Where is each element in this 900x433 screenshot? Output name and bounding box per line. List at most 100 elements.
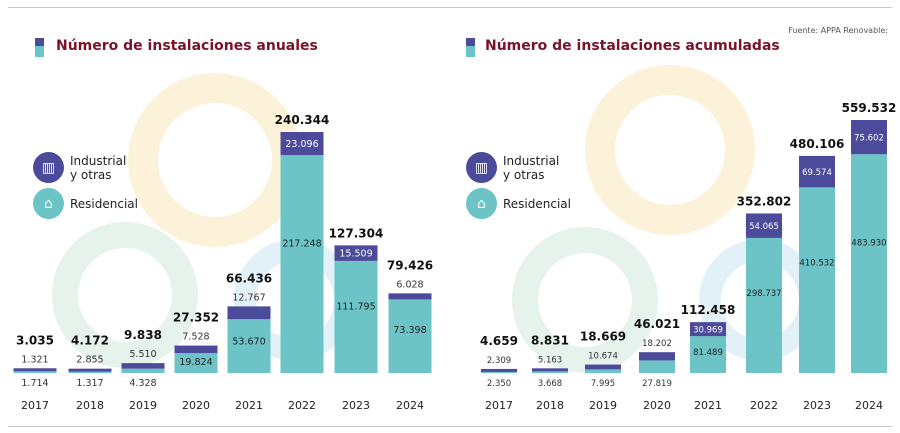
x-tick-label: 2019 [589, 399, 617, 412]
x-tick-label: 2023 [342, 399, 370, 412]
bar-industrial [121, 363, 165, 369]
factory-icon: ▥ [466, 152, 497, 183]
bar-industrial [334, 245, 378, 261]
bar-residential [746, 237, 782, 373]
bar-industrial [227, 306, 271, 320]
x-tick-label: 2024 [855, 399, 883, 412]
bar-residential [121, 368, 165, 373]
x-tick-label: 2017 [485, 399, 513, 412]
x-tick-label: 2021 [235, 399, 263, 412]
bar-industrial [746, 213, 782, 238]
title-marker [466, 38, 475, 57]
label-residential: 2.350 [487, 379, 511, 389]
label-total: 46.021 [634, 317, 680, 331]
bar-industrial [585, 364, 621, 370]
legend-label: y otras [503, 167, 545, 182]
label-residential: 27.819 [642, 379, 672, 389]
label-residential: 111.795 [336, 302, 375, 313]
legend-label: y otras [70, 167, 112, 182]
bar-residential [532, 371, 568, 373]
label-residential: 73.398 [393, 325, 426, 336]
label-industrial: 2.855 [76, 355, 103, 366]
x-tick-label: 2018 [536, 399, 564, 412]
bar-industrial [639, 352, 675, 361]
legend-label: Industrial [70, 153, 127, 168]
legend-residential: ⌂ Residencial [33, 188, 138, 219]
bar-residential [799, 187, 835, 373]
label-industrial: 10.674 [588, 352, 618, 362]
bar-residential [174, 353, 218, 373]
label-residential: 1.317 [76, 378, 103, 389]
x-tick-label: 2020 [182, 399, 210, 412]
label-total: 4.172 [71, 334, 109, 348]
label-residential: 483.930 [851, 239, 886, 249]
bar-industrial [388, 293, 432, 300]
label-industrial: 18.202 [642, 339, 672, 349]
label-total: 3.035 [16, 333, 54, 347]
chart-title-cumulative: Número de instalaciones acumuladas [485, 38, 780, 54]
label-industrial: 6.028 [396, 279, 423, 290]
bar-industrial [799, 155, 835, 188]
bar-residential [227, 319, 271, 373]
label-total: 559.532 [842, 101, 897, 115]
label-residential: 410.532 [799, 259, 834, 269]
label-total: 66.436 [226, 271, 272, 285]
label-industrial: 7.528 [182, 332, 209, 343]
label-total: 9.838 [124, 328, 162, 342]
bar-residential [639, 360, 675, 373]
x-tick-label: 2018 [76, 399, 104, 412]
bar-industrial [174, 345, 218, 354]
bar-industrial [13, 368, 57, 372]
label-industrial: 1.321 [21, 354, 48, 365]
house-icon: ⌂ [33, 188, 64, 219]
bar-industrial [690, 322, 726, 337]
x-tick-label: 2020 [643, 399, 671, 412]
bar-residential [585, 369, 621, 373]
bar-residential [334, 260, 378, 373]
bar-industrial [532, 368, 568, 372]
top-divider [8, 7, 892, 8]
x-tick-label: 2022 [750, 399, 778, 412]
bar-residential [388, 299, 432, 373]
label-total: 240.344 [275, 113, 330, 127]
x-tick-label: 2021 [694, 399, 722, 412]
source-note: Fuente: APPA Renovable: [788, 26, 888, 35]
label-industrial: 2.309 [487, 356, 511, 366]
bar-residential [481, 371, 517, 373]
legend-label: Industrial [503, 153, 560, 168]
label-total: 8.831 [531, 333, 569, 347]
bar-residential [13, 371, 57, 373]
legend-label: Residencial [70, 196, 138, 211]
label-total: 112.458 [681, 303, 736, 317]
label-residential: 3.668 [538, 379, 562, 389]
factory-icon: ▥ [33, 152, 64, 183]
label-residential: 298.737 [746, 289, 781, 299]
legend-label: Residencial [503, 196, 571, 211]
x-tick-label: 2022 [288, 399, 316, 412]
label-total: 18.669 [580, 330, 626, 344]
label-industrial: 5.510 [129, 349, 156, 360]
label-residential: 53.670 [232, 337, 265, 348]
label-residential: 19.824 [179, 357, 212, 368]
house-icon: ⌂ [466, 188, 497, 219]
label-total: 480.106 [790, 137, 845, 151]
bar-residential [280, 155, 324, 373]
label-industrial: 23.096 [285, 139, 318, 150]
legend-residential: ⌂ Residencial [466, 188, 571, 219]
label-total: 127.304 [329, 226, 384, 240]
x-tick-label: 2017 [21, 399, 49, 412]
label-industrial: 54.065 [749, 222, 779, 232]
x-tick-label: 2023 [803, 399, 831, 412]
bar-residential [68, 371, 112, 373]
label-residential: 81.489 [693, 348, 723, 358]
label-residential: 7.995 [591, 379, 615, 389]
bar-industrial [851, 120, 887, 155]
bar-residential [690, 336, 726, 373]
label-total: 27.352 [173, 311, 219, 325]
label-residential: 217.248 [282, 238, 321, 249]
bar-industrial [68, 368, 112, 372]
label-total: 352.802 [737, 194, 792, 208]
label-residential: 4.328 [129, 378, 156, 389]
